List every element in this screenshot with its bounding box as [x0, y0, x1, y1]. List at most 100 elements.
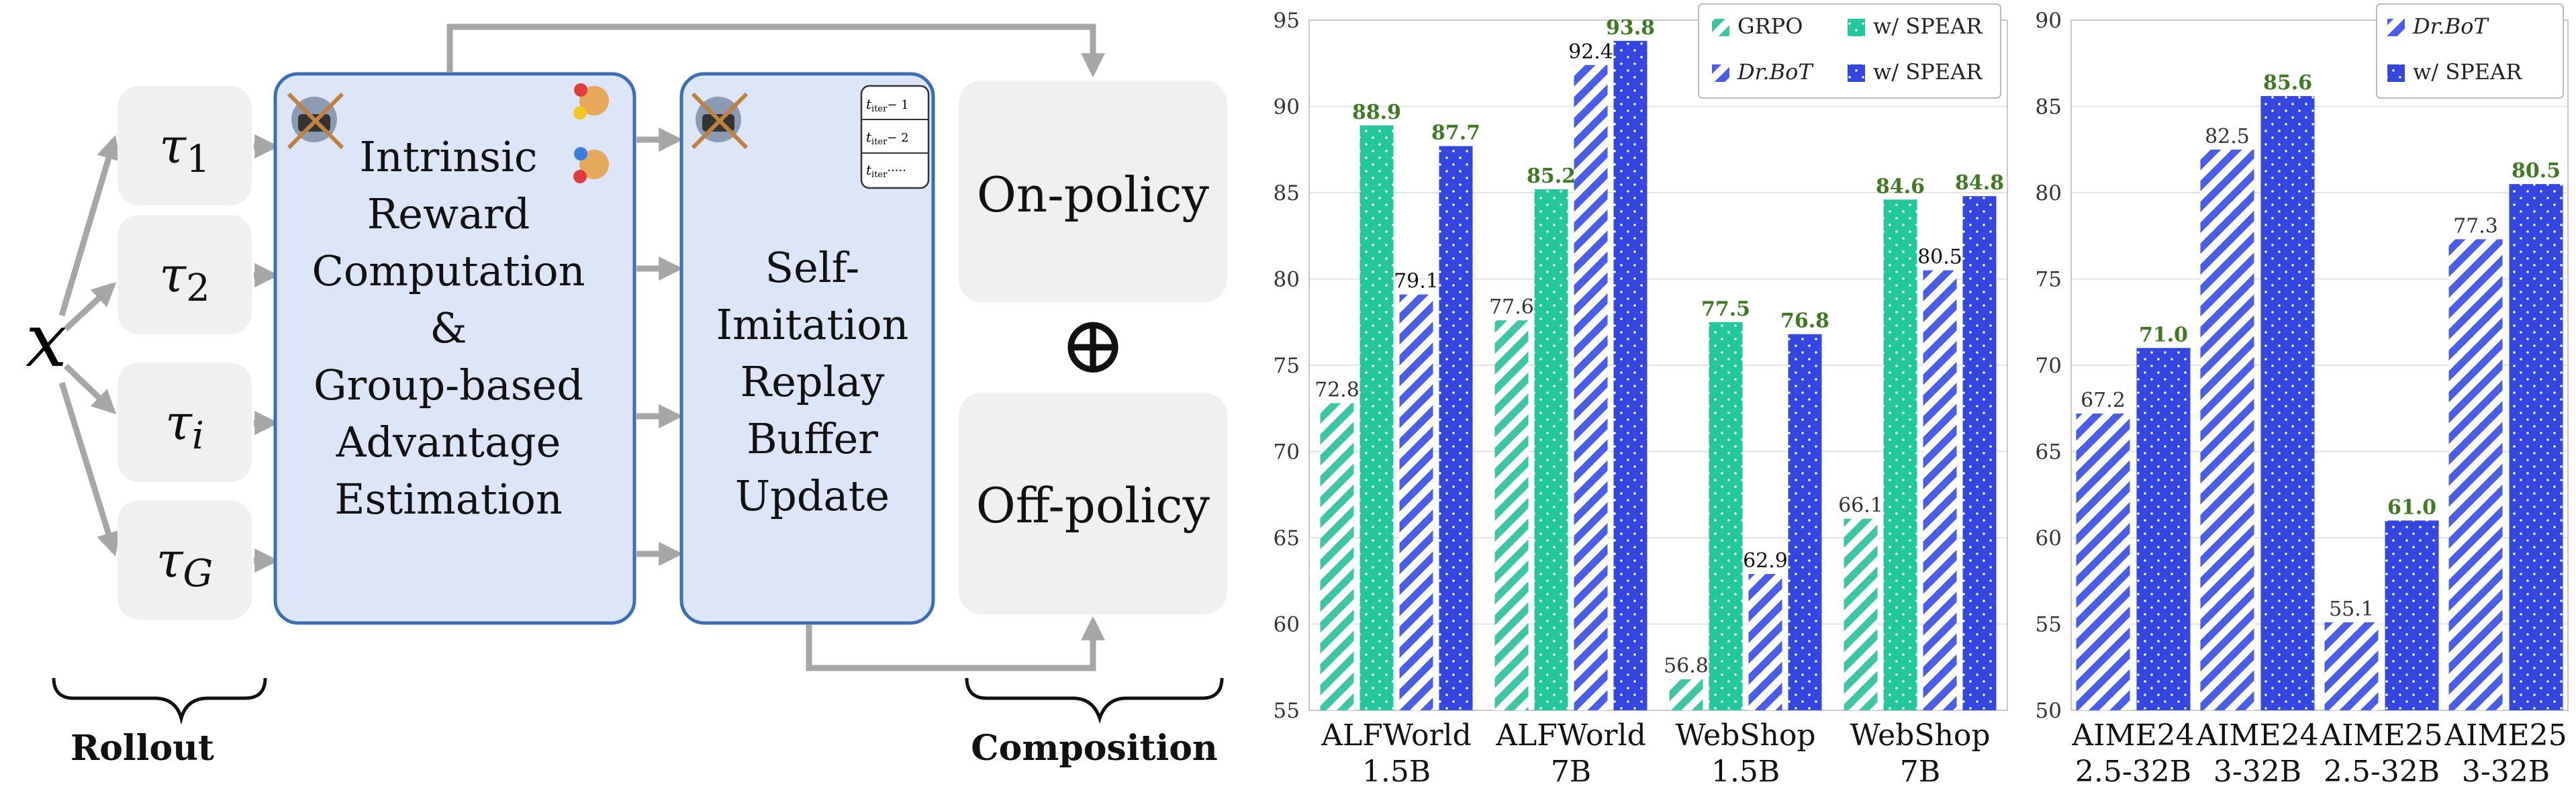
knight-icon-2 [691, 92, 749, 150]
data-label: 77.5 [1701, 297, 1750, 321]
y-tick-label: 80 [1274, 268, 1300, 292]
svg-text:Estimation: Estimation [334, 475, 563, 524]
rollout-brace [52, 677, 267, 725]
svg-text:Computation: Computation [312, 246, 585, 295]
bar-drbot_spear [1962, 196, 1997, 710]
legend-swatch [1712, 64, 1729, 82]
data-label: 85.6 [2263, 71, 2312, 95]
legend-swatch [1712, 19, 1729, 36]
legend: GRPO w/ SPEAR Dr.BoT w/ SPEAR [1698, 3, 2001, 99]
bar-drbot [1923, 270, 1957, 710]
data-label: 79.1 [1394, 270, 1439, 293]
data-label: 61.0 [2387, 495, 2436, 519]
y-tick-label: 75 [2036, 268, 2062, 292]
on-policy-label: On-policy [977, 166, 1210, 223]
bar-drbot_spear [2260, 96, 2315, 710]
bottom-connector-arrow [806, 616, 1105, 671]
dog-reward-icons [573, 83, 609, 183]
bar-grpo [1669, 679, 1703, 710]
data-label: 87.7 [1431, 122, 1480, 145]
svg-text:Update: Update [735, 471, 890, 520]
category-label: 2.5-32B [2324, 755, 2440, 789]
legend: Dr.BoT w/ SPEAR [2376, 3, 2564, 99]
replay-box-text: Self- Imitation Replay Buffer Update [716, 243, 909, 520]
y-tick-label: 90 [1274, 95, 1300, 120]
y-tick-label: 50 [2036, 699, 2062, 723]
data-label: 77.6 [1489, 295, 1534, 319]
off-policy-label: Off-policy [976, 477, 1210, 534]
svg-text:Intrinsic: Intrinsic [359, 132, 537, 181]
y-tick-label: 90 [2036, 9, 2062, 33]
buffer-row-1: titer− 1 [866, 96, 909, 114]
category-label: AIME24 [2071, 718, 2194, 753]
category-label: AIME24 [2195, 718, 2318, 753]
bar-grpo [1320, 403, 1354, 710]
chart-agentic-tasks: 55 60 65 70 75 80 85 90 95 72.8 88.9 79.1 87.7 ALFWor… [1274, 3, 2008, 789]
data-label: 92.4 [1568, 40, 1613, 64]
category-label: AIME25 [2320, 718, 2442, 753]
category-label: 3-32B [2462, 755, 2550, 789]
rollout-tau-i: τi [165, 394, 204, 458]
legend-label: w/ SPEAR [1873, 59, 1983, 85]
category-label: WebShop [1676, 718, 1816, 753]
bar-grpo_spear [1359, 125, 1394, 710]
category-label: 1.5B [1711, 755, 1780, 789]
legend-box [1698, 3, 2001, 99]
data-label: 93.8 [1606, 16, 1655, 40]
bar-grpo_spear [1709, 322, 1743, 710]
category-label: 1.5B [1362, 755, 1431, 789]
rollout-tau-g: τG [156, 532, 213, 595]
y-tick-label: 80 [2036, 181, 2062, 205]
bar-grpo [1844, 518, 1878, 710]
data-label: 82.5 [2205, 125, 2250, 148]
svg-text:Replay: Replay [741, 357, 885, 406]
intrinsic-reward-box [273, 72, 636, 625]
rollout-column: τ1 τ2 τi τG [117, 86, 252, 620]
legend-swatch [1848, 19, 1865, 36]
bar-drbot_spear [1613, 40, 1648, 710]
svg-text:Group-based: Group-based [314, 361, 583, 410]
plot-frame [2070, 19, 2569, 711]
category-label: AIME25 [2444, 718, 2567, 753]
bar-drbot [1399, 294, 1433, 710]
category-label: WebShop [1850, 718, 1991, 753]
bar-grpo_spear [1883, 199, 1917, 710]
bar-drbot_spear [2385, 520, 2439, 710]
svg-text:&: & [430, 303, 467, 352]
svg-text:Reward: Reward [367, 189, 530, 238]
data-label: 88.9 [1352, 101, 1401, 124]
bar-drbot [2076, 413, 2130, 710]
data-label: 80.5 [2512, 159, 2561, 183]
on-policy-box [959, 81, 1227, 302]
knight-icon [287, 92, 344, 150]
data-label: 62.9 [1743, 549, 1788, 573]
fanout-arrows [58, 135, 121, 557]
chart-aime-tasks: 50556065707580859067.271.0AIME242.5-32B8… [2036, 3, 2569, 789]
rollout-tau-2: τ2 [159, 246, 209, 310]
oplus-symbol: ⊕ [1059, 299, 1127, 392]
composition-label: Composition [971, 728, 1217, 769]
y-tick-label: 95 [1274, 9, 1300, 33]
y-tick-label: 60 [1274, 613, 1300, 637]
plot-frame [1308, 19, 2008, 711]
replay-buffer-box [679, 72, 935, 625]
category-label: 3-32B [2213, 755, 2301, 789]
y-tick-label: 70 [1274, 440, 1300, 465]
svg-text:Self-: Self- [765, 243, 860, 292]
data-label: 71.0 [2139, 323, 2188, 346]
data-label: 84.6 [1876, 175, 1925, 198]
legend-label: Dr.BoT [1737, 59, 1814, 85]
y-tick-label: 65 [2036, 440, 2062, 465]
bar-drbot [2448, 239, 2503, 710]
rollout-arrows [254, 134, 279, 573]
intrinsic-box-text: Intrinsic Reward Computation & Group-bas… [312, 132, 585, 524]
data-label: 66.1 [1838, 494, 1883, 518]
bar-drbot [1574, 64, 1608, 710]
composition-brace [965, 677, 1224, 724]
rollout-box-i [117, 363, 252, 482]
bar-drbot_spear [1788, 334, 1822, 710]
legend-label: Dr.BoT [2412, 13, 2489, 39]
rollout-label: Rollout [70, 728, 214, 769]
intrinsic-to-replay-arrows [636, 128, 683, 566]
